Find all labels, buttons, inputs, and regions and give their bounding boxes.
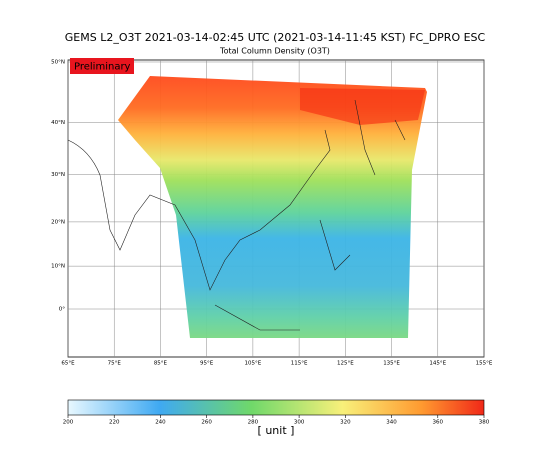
lon-tick-label: 135°E xyxy=(383,361,400,367)
colorbar-tick-label: 240 xyxy=(155,420,166,426)
swath-highlight xyxy=(300,88,425,125)
lat-tick-label: 30°N xyxy=(51,172,65,178)
lon-tick-label: 105°E xyxy=(245,361,262,367)
colorbar-tick-label: 260 xyxy=(201,420,212,426)
lon-tick-label: 115°E xyxy=(291,361,308,367)
lon-tick-label: 125°E xyxy=(337,361,354,367)
lat-tick-label: 10°N xyxy=(51,264,65,270)
colorbar-tick-label: 300 xyxy=(294,420,305,426)
lon-tick-label: 85°E xyxy=(154,361,168,367)
lat-tick-label: 50°N xyxy=(51,59,65,65)
colorbar xyxy=(67,399,485,416)
colorbar-tick-label: 360 xyxy=(433,420,444,426)
lat-tick-label: 20°N xyxy=(51,219,65,225)
data-swath xyxy=(118,76,427,338)
colorbar-label: [ unit ] xyxy=(258,424,295,437)
colorbar-tick-label: 280 xyxy=(248,420,259,426)
lon-tick-label: 95°E xyxy=(200,361,214,367)
badge-text: Preliminary xyxy=(74,62,131,73)
lon-tick-label: 155°E xyxy=(476,361,493,367)
colorbar-tick-label: 340 xyxy=(386,420,397,426)
colorbar-tick-label: 380 xyxy=(479,420,490,426)
coastline xyxy=(67,99,406,331)
subtitle: Total Column Density (O3T) xyxy=(219,47,330,56)
colorbar-tick-label: 320 xyxy=(340,420,351,426)
lat-tick-label: 40°N xyxy=(51,120,65,126)
title: GEMS L2_O3T 2021-03-14-02:45 UTC (2021-0… xyxy=(65,31,486,44)
lon-tick-label: 145°E xyxy=(429,361,446,367)
colorbar-tick-label: 220 xyxy=(109,420,120,426)
lat-tick-label: 0° xyxy=(59,307,65,313)
colorbar-tick-label: 200 xyxy=(63,420,74,426)
lon-tick-label: 65°E xyxy=(61,361,75,367)
lon-tick-label: 75°E xyxy=(108,361,122,367)
badge xyxy=(70,58,134,74)
